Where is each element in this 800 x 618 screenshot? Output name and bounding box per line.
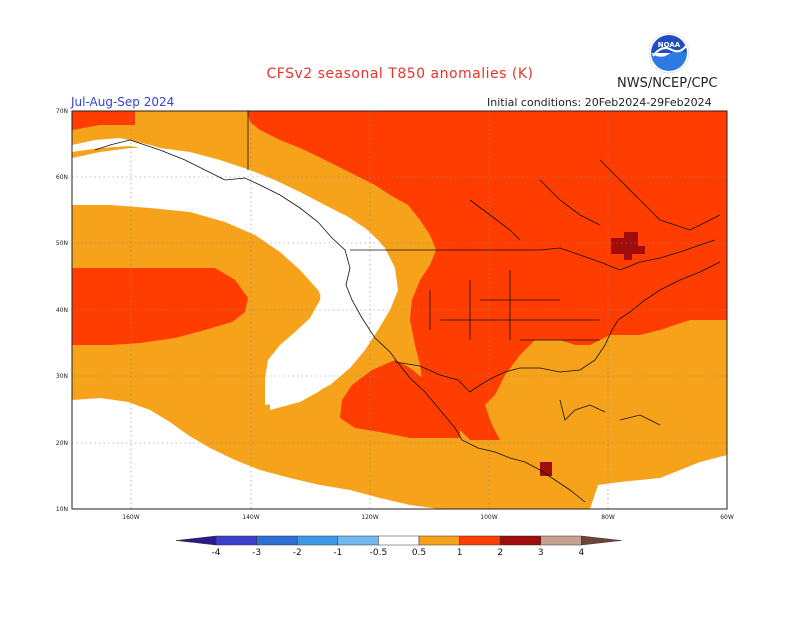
colorbar-label: -3 <box>252 548 261 558</box>
lon-label: 160W <box>122 514 139 521</box>
anomaly-1-2-north-america <box>247 111 727 440</box>
graticule <box>72 111 727 509</box>
colorbar-cell <box>175 535 217 546</box>
longitude-labels: 160W 140W 120W 100W 80W 60W <box>122 514 734 521</box>
anomaly-field <box>72 111 727 509</box>
colorbar-label: 2 <box>497 548 503 558</box>
colorbar: -4 -3 -2 -1 -0.5 0.5 1 2 3 4 <box>175 535 622 558</box>
organization-label: NWS/NCEP/CPC <box>617 76 718 91</box>
initial-conditions-label: Initial conditions: 20Feb2024-29Feb2024 <box>487 96 712 109</box>
lat-label: 20N <box>56 440 68 447</box>
colorbar-cell <box>296 535 339 546</box>
colorbar-cell <box>540 535 582 546</box>
anomaly-neutral-west-pacific-high <box>72 176 378 392</box>
coastlines <box>94 111 721 503</box>
anomaly-2-3-central-america <box>540 462 552 476</box>
colorbar-label: -0.5 <box>370 548 388 558</box>
anomaly-1-2-bering <box>72 111 135 130</box>
lat-label: 50N <box>56 240 68 247</box>
lon-label: 120W <box>361 514 378 521</box>
colorbar-cell <box>378 535 420 546</box>
lon-label: 60W <box>720 514 734 521</box>
season-label: Jul-Aug-Sep 2024 <box>71 95 175 109</box>
lat-label: 10N <box>56 506 68 513</box>
map-frame <box>71 110 728 510</box>
colorbar-cell <box>215 535 257 546</box>
colorbar-label: -4 <box>212 548 221 558</box>
colorbar-label: 0.5 <box>412 548 426 558</box>
anomaly-neutral-caribbean <box>590 455 727 509</box>
anomaly-1-2-north-pacific <box>72 268 248 345</box>
map-title: CFSv2 seasonal T850 anomalies (K) <box>266 66 534 82</box>
colorbar-label: -1 <box>333 548 342 558</box>
colorbar-label: -2 <box>293 548 302 558</box>
lat-label: 60N <box>56 174 68 181</box>
lat-label: 30N <box>56 373 68 380</box>
colorbar-cell <box>337 535 379 546</box>
noaa-logo: NOAA <box>648 32 690 74</box>
colorbar-label: 1 <box>457 548 463 558</box>
anomaly-neutral-subtropical-pacific <box>72 398 440 509</box>
latitude-labels: 70N 60N 50N 40N 30N 20N 10N <box>56 108 68 513</box>
colorbar-label: 4 <box>579 548 585 558</box>
colorbar-label: 3 <box>538 548 544 558</box>
colorbar-cell <box>256 535 298 546</box>
colorbar-cell <box>499 535 542 546</box>
colorbar-cell <box>459 535 501 546</box>
colorbar-cell <box>581 535 622 546</box>
lon-label: 80W <box>601 514 615 521</box>
lat-label: 40N <box>56 307 68 314</box>
lat-label: 70N <box>56 108 68 115</box>
lon-label: 140W <box>242 514 259 521</box>
noaa-logo-text: NOAA <box>658 41 681 49</box>
colorbar-cell <box>418 535 460 546</box>
lon-label: 100W <box>480 514 497 521</box>
anomaly-2-3-quebec <box>611 232 645 260</box>
